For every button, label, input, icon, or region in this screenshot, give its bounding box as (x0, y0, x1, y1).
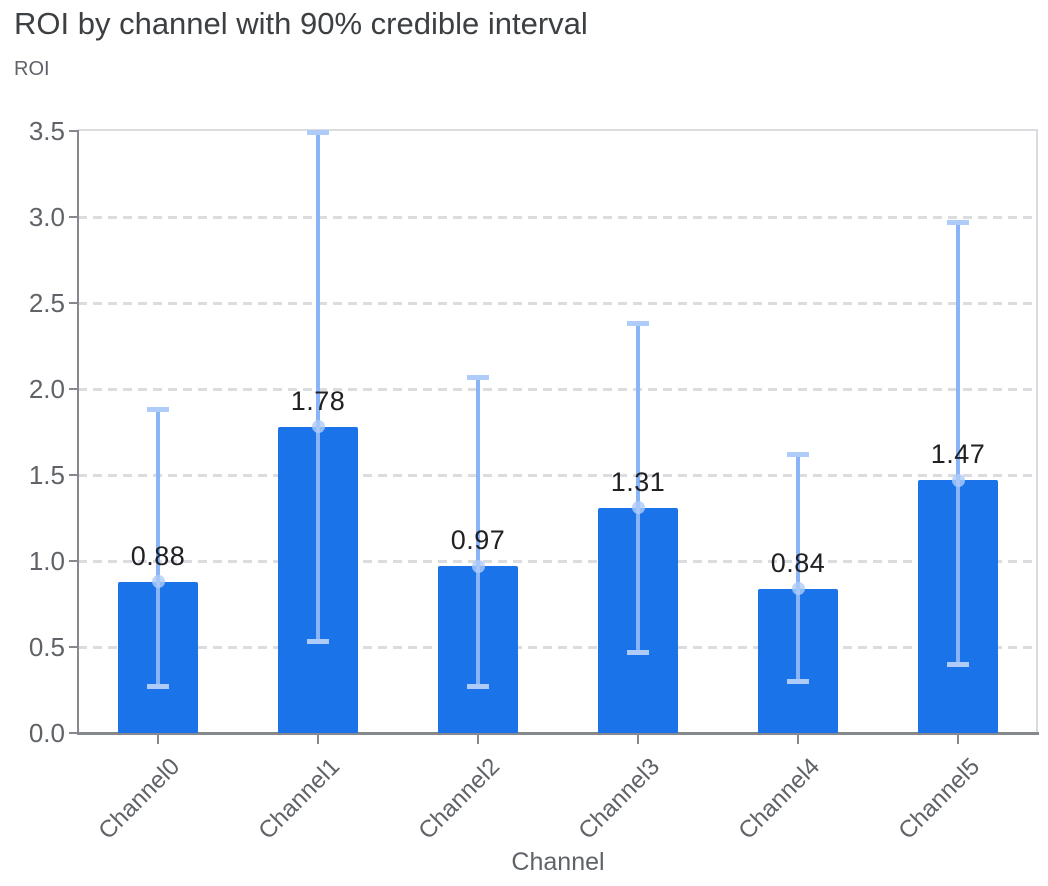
x-tick-mark-channel3 (637, 735, 639, 744)
value-label-channel5: 1.47 (930, 439, 986, 470)
y-axis-line (77, 130, 79, 734)
error-cap-lower-channel4 (787, 678, 809, 684)
chart-title: ROI by channel with 90% credible interva… (14, 6, 588, 41)
mean-marker-channel5 (951, 473, 965, 487)
error-bar-channel1 (316, 132, 320, 642)
value-label-channel2: 0.97 (450, 525, 506, 556)
error-bar-channel2 (476, 377, 480, 687)
error-cap-upper-channel5 (947, 219, 969, 225)
y-tick-mark-1.5 (69, 474, 78, 476)
x-tick-label-channel5: Channel5 (893, 753, 986, 845)
error-cap-upper-channel2 (467, 374, 489, 380)
value-label-channel0: 0.88 (130, 540, 186, 571)
error-cap-lower-channel2 (467, 684, 489, 690)
x-tick-mark-channel1 (317, 735, 319, 744)
x-tick-label-channel2: Channel2 (413, 753, 506, 845)
y-tick-mark-3.5 (69, 130, 78, 132)
y-tick-label-1.0: 1.0 (28, 546, 65, 576)
error-cap-upper-channel3 (627, 321, 649, 327)
error-cap-upper-channel4 (787, 451, 809, 457)
y-tick-mark-0.5 (69, 646, 78, 648)
value-label-channel4: 0.84 (770, 547, 826, 578)
value-label-channel1: 1.78 (290, 385, 346, 416)
y-tick-mark-2.0 (69, 388, 78, 390)
x-axis-title: Channel (511, 848, 605, 876)
plot-border-top (78, 129, 1038, 131)
y-tick-label-3.5: 3.5 (28, 116, 65, 146)
plot-border-right (1036, 129, 1038, 735)
error-bar-channel4 (796, 454, 800, 682)
x-tick-label-channel0: Channel0 (93, 753, 186, 845)
x-tick-mark-channel2 (477, 735, 479, 744)
mean-marker-channel0 (151, 575, 165, 589)
gridline-0.5 (78, 646, 1038, 649)
y-axis-title: ROI (14, 58, 50, 80)
value-label-channel3: 1.31 (610, 466, 666, 497)
error-bar-channel3 (636, 323, 640, 653)
y-tick-mark-3.0 (69, 216, 78, 218)
x-tick-label-channel4: Channel4 (733, 753, 826, 845)
error-cap-lower-channel3 (627, 649, 649, 655)
y-tick-label-1.5: 1.5 (28, 460, 65, 490)
gridline-1.0 (78, 560, 1038, 563)
x-tick-label-channel3: Channel3 (573, 753, 666, 845)
y-tick-label-2.5: 2.5 (28, 288, 65, 318)
error-cap-lower-channel5 (947, 661, 969, 667)
x-tick-mark-channel4 (797, 735, 799, 744)
mean-marker-channel1 (311, 420, 325, 434)
x-tick-mark-channel5 (957, 735, 959, 744)
gridline-1.5 (78, 474, 1038, 477)
gridline-2.0 (78, 388, 1038, 391)
y-tick-mark-1.0 (69, 560, 78, 562)
error-bar-channel5 (956, 222, 960, 665)
x-tick-label-channel1: Channel1 (253, 753, 346, 845)
gridline-2.5 (78, 302, 1038, 305)
error-bar-channel0 (156, 409, 160, 687)
y-tick-mark-0.0 (69, 732, 78, 734)
mean-marker-channel4 (791, 582, 805, 595)
error-cap-upper-channel0 (147, 407, 169, 413)
y-tick-mark-2.5 (69, 302, 78, 304)
gridline-3.0 (78, 216, 1038, 219)
y-tick-label-3.0: 3.0 (28, 202, 65, 232)
y-tick-label-2.0: 2.0 (28, 374, 65, 404)
error-cap-lower-channel1 (307, 639, 329, 645)
mean-marker-channel3 (631, 501, 645, 515)
mean-marker-channel2 (471, 559, 485, 573)
x-axis-line (77, 732, 1039, 735)
error-cap-upper-channel1 (307, 130, 329, 136)
error-cap-lower-channel0 (147, 684, 169, 690)
x-tick-mark-channel0 (157, 735, 159, 744)
y-tick-label-0.0: 0.0 (28, 718, 65, 748)
y-tick-label-0.5: 0.5 (28, 632, 65, 662)
